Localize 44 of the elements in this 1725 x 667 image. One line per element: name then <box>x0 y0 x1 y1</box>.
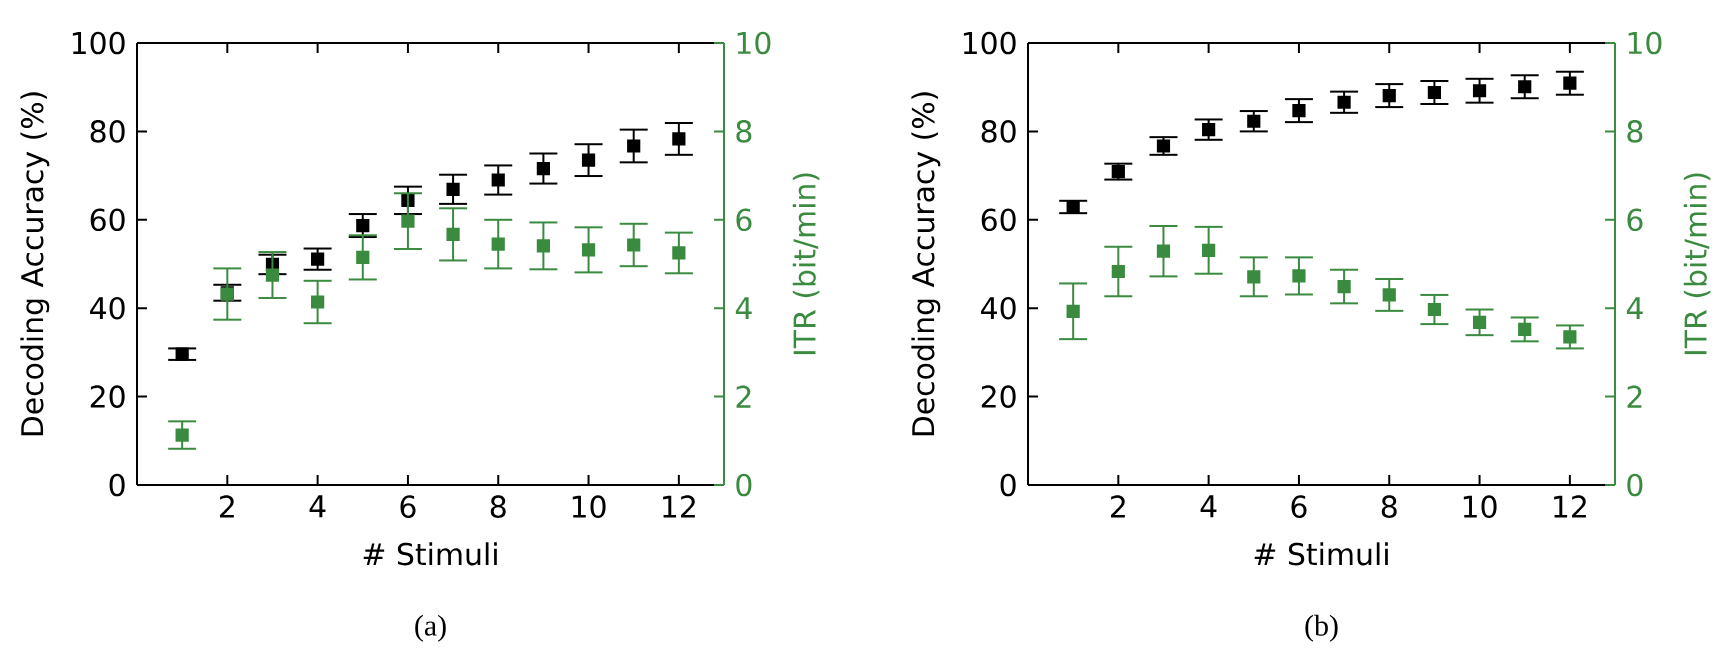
y2-tick-label: 2 <box>1627 385 1642 408</box>
y2-tick-label: 4 <box>1626 297 1643 320</box>
y-tick-label: 100 <box>963 31 1016 55</box>
x-axis-title: # Stimuli <box>1254 542 1388 566</box>
y-tick-label: 60 <box>981 208 1016 232</box>
y2-tick-label: 10 <box>1628 31 1662 55</box>
y-axis-title: Decoding Accuracy (%) <box>20 92 50 436</box>
y2-tick-label: 10 <box>737 31 771 55</box>
y-tick-label: 0 <box>109 473 125 497</box>
y-tick-label: 60 <box>90 208 125 232</box>
y2-tick-label: 0 <box>736 473 752 497</box>
x-tick-label: 4 <box>1200 495 1217 518</box>
text: (a) <box>415 614 446 642</box>
y-tick-label: 40 <box>981 296 1016 320</box>
y2-tick-label: 8 <box>736 120 752 143</box>
y2-tick-label: 2 <box>736 385 751 408</box>
x-tick-label: 8 <box>490 495 506 518</box>
y2-tick-label: 8 <box>1627 120 1643 143</box>
y-tick-label: 80 <box>981 120 1016 143</box>
y-tick-label: 0 <box>1000 473 1016 497</box>
y2-tick-label: 6 <box>736 208 752 232</box>
y2-axis-title: ITR (bit/min) <box>792 173 820 355</box>
x-axis-title: # Stimuli <box>363 542 497 566</box>
y-tick-label: 20 <box>981 385 1016 408</box>
x-tick-label: 12 <box>1554 495 1586 518</box>
y-tick-label: 80 <box>90 120 125 143</box>
x-tick-label: 2 <box>1111 495 1125 518</box>
y2-axis-title: ITR (bit/min) <box>1683 173 1711 355</box>
y2-tick-label: 4 <box>735 297 752 320</box>
y-tick-label: 100 <box>72 31 125 55</box>
x-tick-label: 10 <box>572 495 606 518</box>
y2-tick-label: 6 <box>1627 208 1643 232</box>
x-tick-label: 12 <box>663 495 695 518</box>
y2-tick-label: 0 <box>1627 473 1643 497</box>
x-tick-label: 8 <box>1381 495 1397 518</box>
x-tick-label: 6 <box>1291 495 1307 518</box>
text: (b) <box>1305 614 1338 642</box>
x-tick-label: 10 <box>1463 495 1497 518</box>
x-tick-label: 6 <box>400 495 416 518</box>
y-tick-label: 20 <box>90 385 125 408</box>
y-tick-label: 40 <box>90 296 125 320</box>
y-axis-title: Decoding Accuracy (%) <box>911 92 941 436</box>
x-tick-label: 4 <box>309 495 326 518</box>
x-tick-label: 2 <box>219 495 234 518</box>
